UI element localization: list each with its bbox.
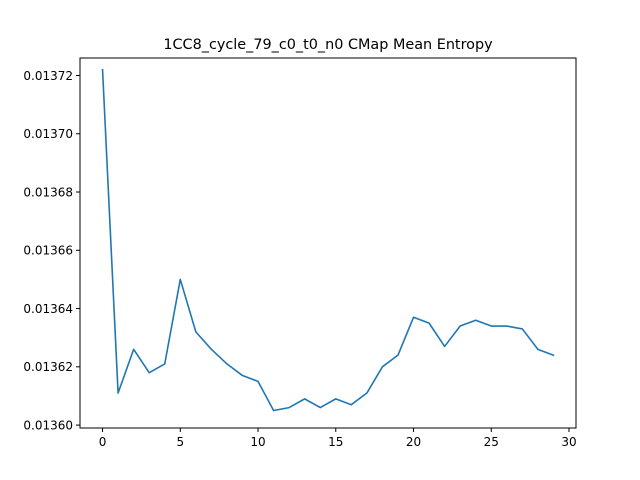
series-line [101,68,555,412]
x-tick-label: 30 [561,435,576,449]
y-tick-label: 0.01370 [23,127,73,141]
x-tick-label: 15 [328,435,343,449]
x-tick-label: 20 [406,435,421,449]
y-tick-label: 0.01366 [23,244,73,258]
x-tick-label: 5 [176,435,184,449]
chart-title: 1CC8_cycle_79_c0_t0_n0 CMap Mean Entropy [163,37,493,53]
y-tick-label: 0.01368 [23,185,73,199]
x-tick-label: 10 [250,435,265,449]
y-tick-label: 0.01372 [23,69,73,83]
y-tick-label: 0.01362 [23,360,73,374]
x-axis: 0 5 10 15 20 25 30 [99,428,577,449]
y-tick-label: 0.01364 [23,302,73,316]
x-tick-label: 0 [99,435,107,449]
x-tick-label: 25 [484,435,499,449]
y-tick-label: 0.01360 [23,418,73,432]
axes-frame [79,57,577,429]
y-axis: 0.01360 0.01362 0.01364 0.01366 0.01368 0.013… [23,69,80,432]
plot-area [79,57,577,429]
